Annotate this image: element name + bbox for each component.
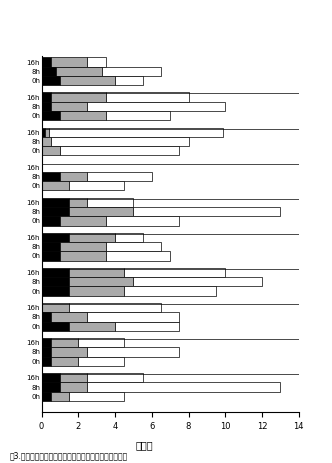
Bar bbox=[78, 338, 124, 347]
Bar bbox=[42, 137, 51, 146]
Bar bbox=[87, 198, 133, 207]
Bar bbox=[42, 251, 60, 261]
Bar bbox=[69, 181, 124, 190]
Bar bbox=[133, 207, 281, 216]
Bar bbox=[42, 207, 69, 216]
Bar bbox=[51, 338, 78, 347]
Bar bbox=[51, 392, 69, 401]
Bar bbox=[42, 287, 69, 296]
Bar bbox=[42, 102, 51, 111]
Bar bbox=[69, 287, 124, 296]
Bar bbox=[78, 357, 124, 366]
Bar bbox=[51, 93, 106, 102]
Bar bbox=[60, 382, 87, 392]
Bar bbox=[42, 198, 69, 207]
Bar bbox=[42, 172, 60, 181]
Bar bbox=[60, 172, 87, 181]
Bar bbox=[42, 373, 60, 382]
Bar bbox=[60, 373, 87, 382]
Bar bbox=[115, 233, 142, 242]
Bar bbox=[69, 321, 115, 331]
Bar bbox=[51, 347, 87, 357]
Bar bbox=[56, 67, 102, 76]
Bar bbox=[42, 347, 51, 357]
Bar bbox=[42, 268, 69, 277]
Bar bbox=[87, 347, 179, 357]
Bar bbox=[87, 102, 225, 111]
Bar bbox=[87, 382, 281, 392]
Bar bbox=[42, 216, 60, 225]
Bar bbox=[106, 242, 161, 251]
Bar bbox=[42, 303, 69, 312]
Bar bbox=[42, 128, 45, 137]
Bar bbox=[69, 198, 87, 207]
Bar bbox=[106, 216, 179, 225]
Bar bbox=[42, 67, 56, 76]
Bar bbox=[69, 207, 133, 216]
Bar bbox=[124, 268, 225, 277]
Bar bbox=[42, 338, 51, 347]
Bar bbox=[87, 172, 152, 181]
Bar bbox=[42, 382, 60, 392]
Bar bbox=[60, 76, 115, 85]
Bar bbox=[60, 242, 106, 251]
Bar bbox=[42, 181, 69, 190]
Bar bbox=[115, 76, 142, 85]
Bar bbox=[42, 242, 60, 251]
Bar bbox=[87, 373, 142, 382]
Bar bbox=[69, 303, 161, 312]
Bar bbox=[60, 146, 179, 156]
Bar bbox=[69, 233, 115, 242]
Text: 嘦3.塗茎形成期間における日長条件が収量に及ぼす影響: 嘦3.塗茎形成期間における日長条件が収量に及ぼす影響 bbox=[10, 452, 128, 461]
Bar bbox=[42, 57, 51, 67]
Bar bbox=[42, 277, 69, 287]
Bar bbox=[42, 312, 51, 321]
Bar bbox=[69, 268, 124, 277]
Bar bbox=[60, 251, 106, 261]
Bar bbox=[42, 357, 51, 366]
Bar bbox=[106, 251, 170, 261]
Bar bbox=[42, 76, 60, 85]
Bar bbox=[49, 128, 223, 137]
Bar bbox=[42, 111, 60, 120]
Bar bbox=[42, 233, 69, 242]
Bar bbox=[106, 93, 189, 102]
Bar bbox=[69, 277, 133, 287]
Bar bbox=[60, 111, 106, 120]
Bar bbox=[133, 277, 262, 287]
Bar bbox=[124, 287, 216, 296]
Bar bbox=[51, 312, 87, 321]
Bar bbox=[115, 321, 179, 331]
Bar bbox=[106, 111, 170, 120]
Bar bbox=[51, 102, 87, 111]
Bar bbox=[42, 392, 51, 401]
Bar bbox=[87, 57, 106, 67]
Bar bbox=[51, 357, 78, 366]
Bar bbox=[42, 146, 60, 156]
Bar bbox=[51, 137, 189, 146]
Bar bbox=[69, 392, 124, 401]
Bar bbox=[60, 216, 106, 225]
Bar bbox=[42, 321, 69, 331]
Bar bbox=[42, 93, 51, 102]
Bar bbox=[45, 128, 49, 137]
Bar bbox=[102, 67, 161, 76]
Bar bbox=[51, 57, 87, 67]
Bar bbox=[87, 312, 179, 321]
X-axis label: いも数: いも数 bbox=[135, 441, 153, 450]
